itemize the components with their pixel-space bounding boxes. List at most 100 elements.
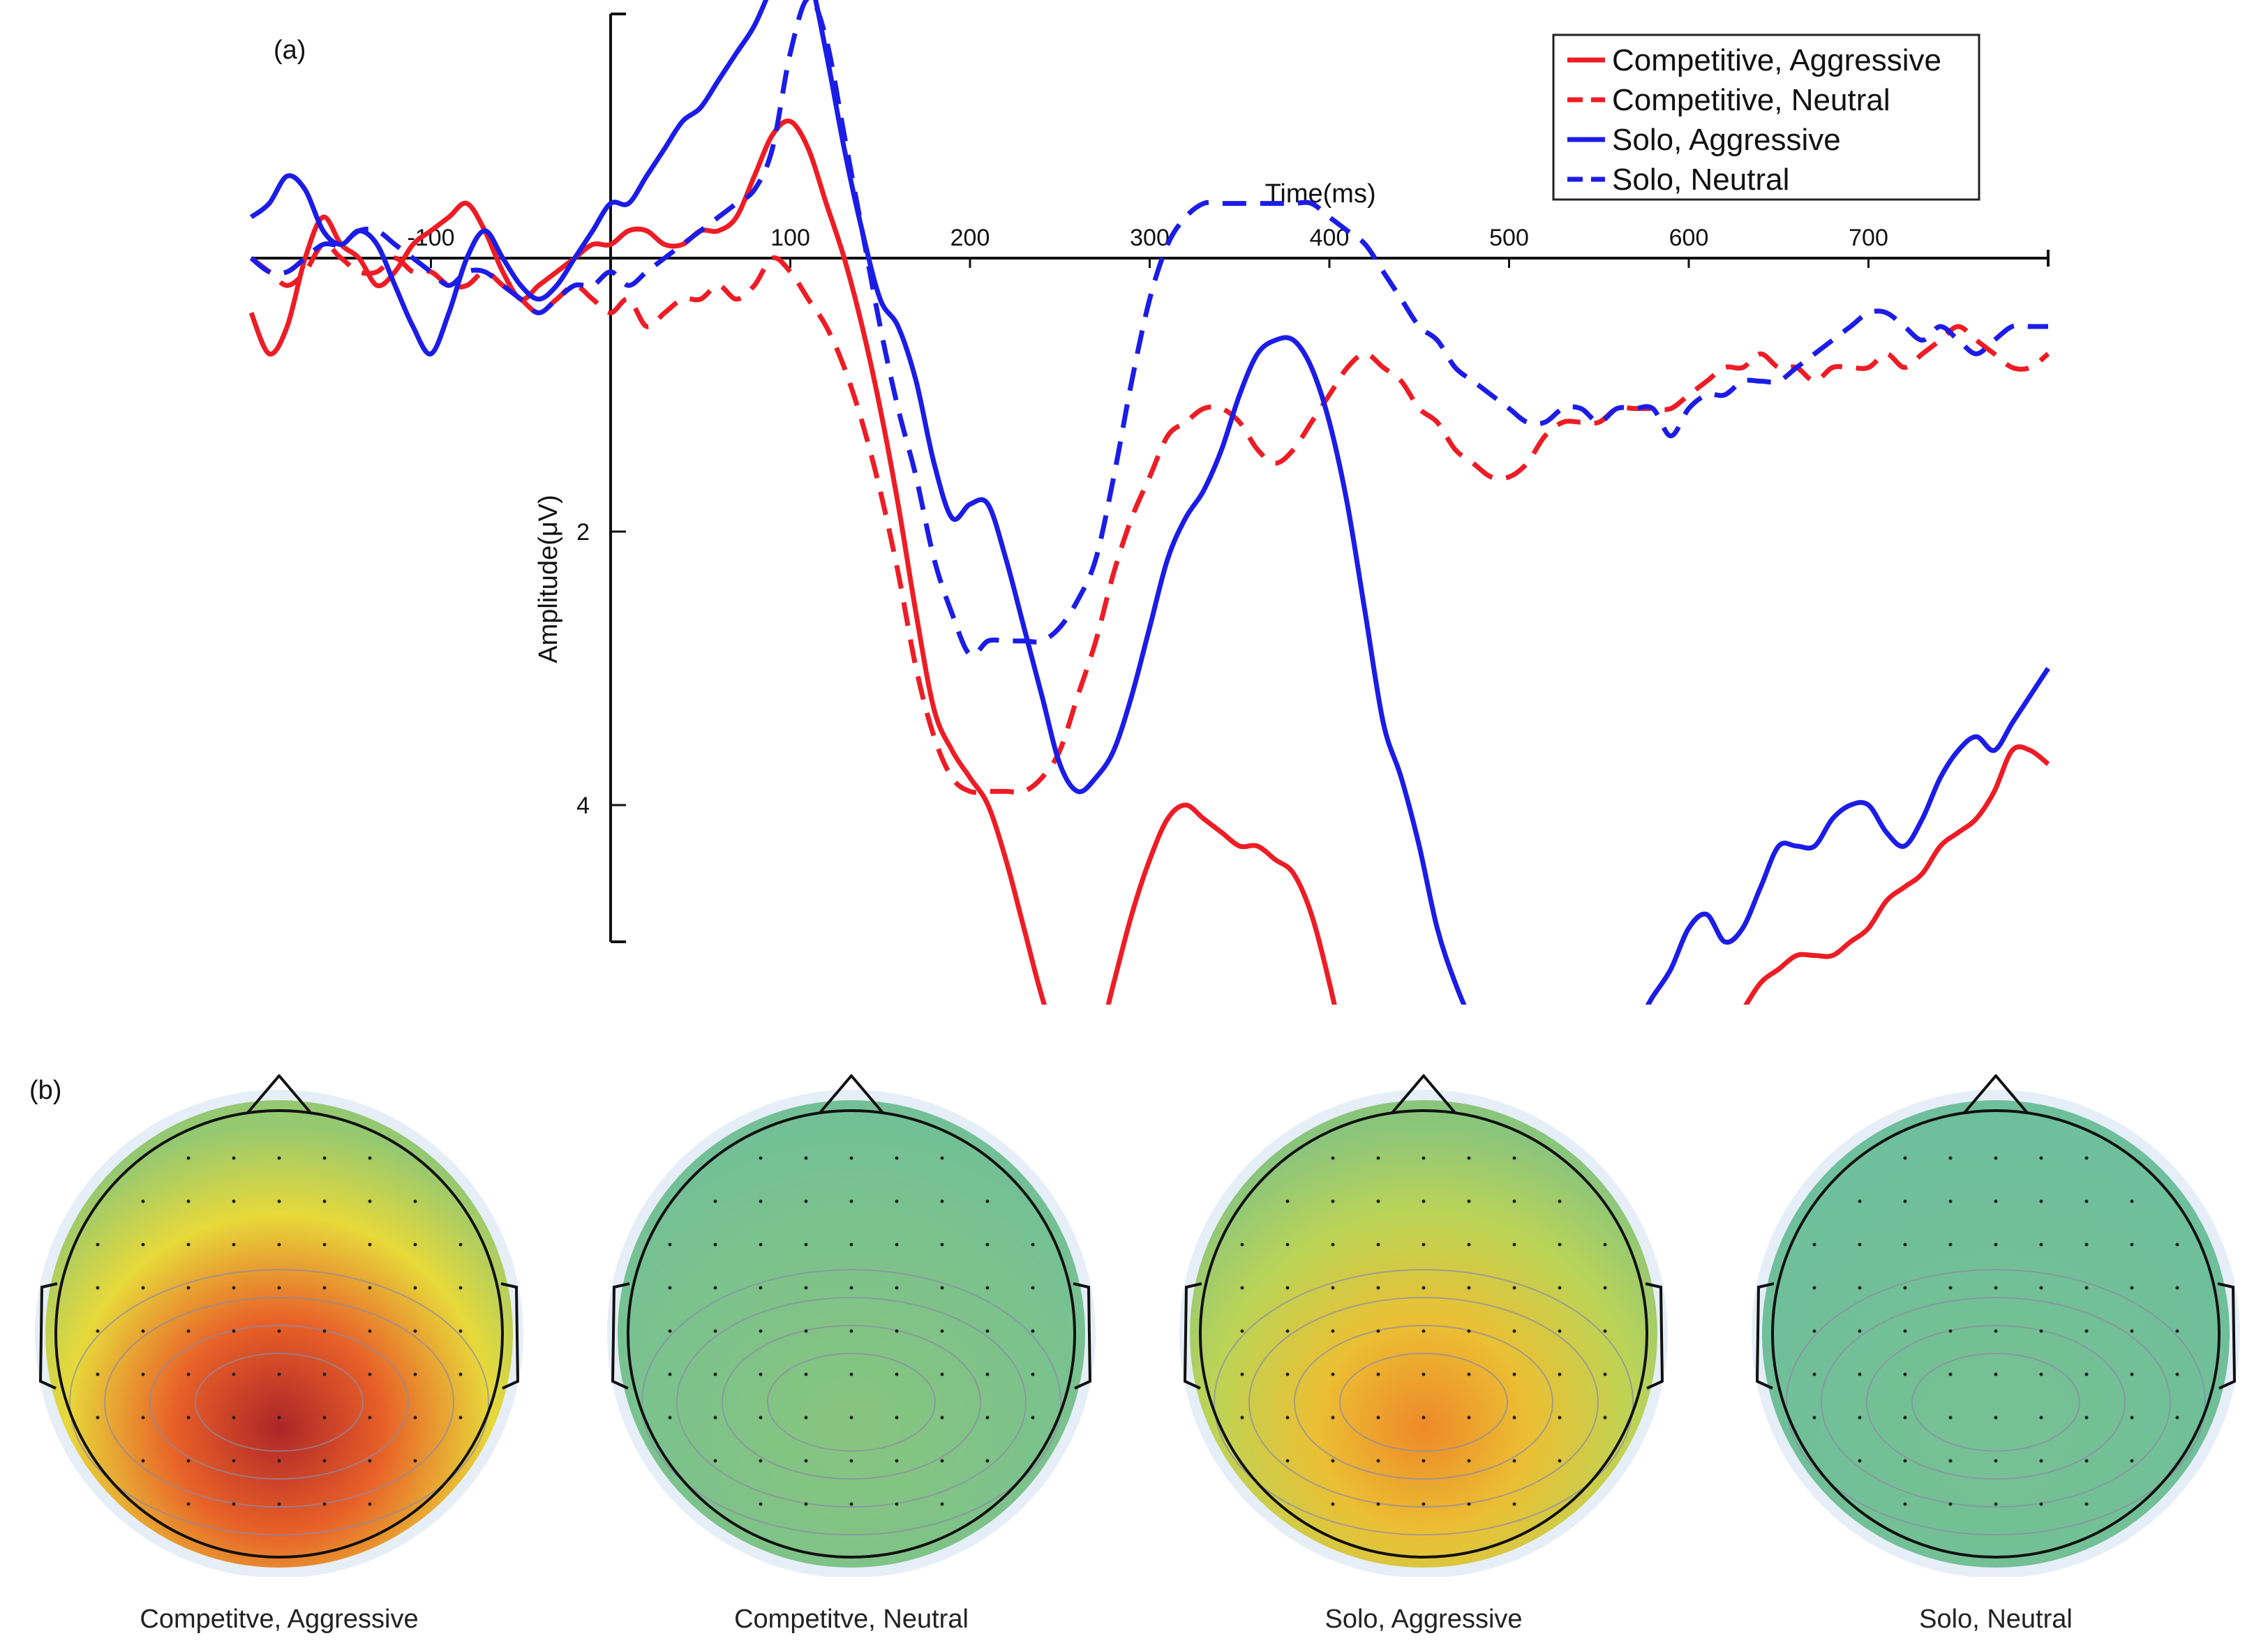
electrode-dot (1467, 1242, 1471, 1247)
electrode-dot (1331, 1502, 1335, 1506)
electrode-dot (413, 1459, 417, 1463)
electrode-dot (1240, 1372, 1244, 1376)
electrode-dot (1558, 1329, 1562, 1333)
electrode-dot (759, 1459, 763, 1463)
electrode-dot (804, 1502, 808, 1506)
right-ear (2217, 1282, 2237, 1390)
electrode-dot (1512, 1502, 1516, 1506)
electrode-dot (2130, 1329, 2134, 1333)
electrode-dot (1285, 1199, 1290, 1203)
electrode-dot (1558, 1242, 1562, 1247)
electrode-dot (1421, 1459, 1426, 1463)
electrode-dot (1603, 1242, 1607, 1247)
electrode-dot (1421, 1242, 1426, 1247)
electrode-dot (322, 1199, 327, 1203)
electrode-dot (141, 1329, 145, 1333)
electrode-dot (322, 1329, 327, 1333)
electrode-dot (1467, 1156, 1471, 1160)
topomap-panel: (b) Competitve, Aggressive Competitve, Ne… (0, 1046, 2261, 1652)
electrode-dot (940, 1199, 944, 1203)
head-outline (54, 1109, 504, 1559)
contour-line (195, 1353, 364, 1452)
electrode-dot (1031, 1242, 1035, 1247)
electrode-dot (1558, 1372, 1562, 1376)
electrode-dot (2084, 1459, 2089, 1463)
electrode-dot (849, 1156, 853, 1160)
electrode-dot (1031, 1372, 1035, 1376)
electrode-dot (2175, 1286, 2179, 1290)
series-line-1 (249, 241, 2050, 795)
electrode-dot (895, 1372, 899, 1376)
electrode-dot (1994, 1416, 1998, 1420)
nose-outline (1391, 1073, 1456, 1114)
contour-line (149, 1325, 409, 1480)
electrode-dot (1558, 1199, 1562, 1203)
electrode-dot (232, 1502, 236, 1506)
electrode-dot (1376, 1372, 1380, 1376)
electrode-dot (368, 1242, 372, 1247)
topomap-svg (35, 1073, 523, 1578)
nose-outline (246, 1073, 312, 1114)
electrode-dot (186, 1199, 191, 1203)
electrode-dot (141, 1372, 145, 1376)
y-axis-label: Amplitude(μV) (534, 495, 563, 663)
electrode-dot (2039, 1199, 2043, 1203)
electrode-dot (713, 1329, 717, 1333)
x-tick-label: 200 (950, 225, 990, 251)
electrode-dot (2039, 1329, 2043, 1333)
electrode-dot (1903, 1502, 1907, 1506)
electrode-dot (277, 1156, 281, 1160)
electrode-dot (2130, 1416, 2134, 1420)
electrode-dot (2175, 1416, 2179, 1420)
electrode-dot (1421, 1156, 1426, 1160)
electrode-dot (96, 1329, 100, 1333)
electrode-dot (1285, 1416, 1290, 1420)
electrode-dot (1903, 1329, 1907, 1333)
electrode-dot (96, 1242, 100, 1247)
electrode-dot (1903, 1242, 1907, 1247)
electrode-dot (1994, 1286, 1998, 1290)
electrode-dot (940, 1156, 944, 1160)
electrode-dot (849, 1286, 853, 1290)
electrode-dot (232, 1242, 236, 1247)
legend-label: Solo, Neutral (1612, 163, 1789, 197)
electrode-dot (186, 1329, 191, 1333)
electrode-dot (940, 1459, 944, 1463)
electrode-dot (985, 1286, 990, 1290)
topomap-caption: Solo, Aggressive (1324, 1605, 1523, 1634)
electrode-dot (804, 1286, 808, 1290)
electrode-dot (668, 1372, 672, 1376)
electrode-dot (804, 1459, 808, 1463)
electrode-dot (940, 1286, 944, 1290)
electrode-dot (849, 1372, 853, 1376)
electrode-dot (1376, 1459, 1380, 1463)
electrode-dot (2175, 1242, 2179, 1247)
electrode-dot (1948, 1416, 1953, 1420)
electrode-dot (413, 1242, 417, 1247)
electrode-dot (2175, 1329, 2179, 1333)
electrode-dot (940, 1372, 944, 1376)
electrode-dot (368, 1286, 372, 1290)
topomap (1745, 1073, 2247, 1578)
electrode-dot (668, 1416, 672, 1420)
electrode-dot (413, 1416, 417, 1420)
contour-line (1214, 1269, 1634, 1535)
electrode-dot (1331, 1242, 1335, 1247)
electrode-dot (1331, 1156, 1335, 1160)
head-outline (1771, 1109, 2221, 1559)
electrode-dot (1558, 1416, 1562, 1420)
electrode-dot (1421, 1502, 1426, 1506)
topomap-caption: Competitve, Neutral (734, 1605, 969, 1634)
electrode-dot (1858, 1242, 1862, 1247)
electrode-dot (1812, 1416, 1816, 1420)
electrode-dot (458, 1286, 463, 1290)
contour-line (722, 1325, 981, 1480)
x-tick-label: 500 (1489, 225, 1529, 251)
electrode-dot (1376, 1286, 1380, 1290)
electrode-dot (1903, 1372, 1907, 1376)
electrode-dot (1903, 1416, 1907, 1420)
electrode-dot (759, 1502, 763, 1506)
electrode-dot (1994, 1329, 1998, 1333)
x-tick-label: 100 (770, 225, 810, 251)
